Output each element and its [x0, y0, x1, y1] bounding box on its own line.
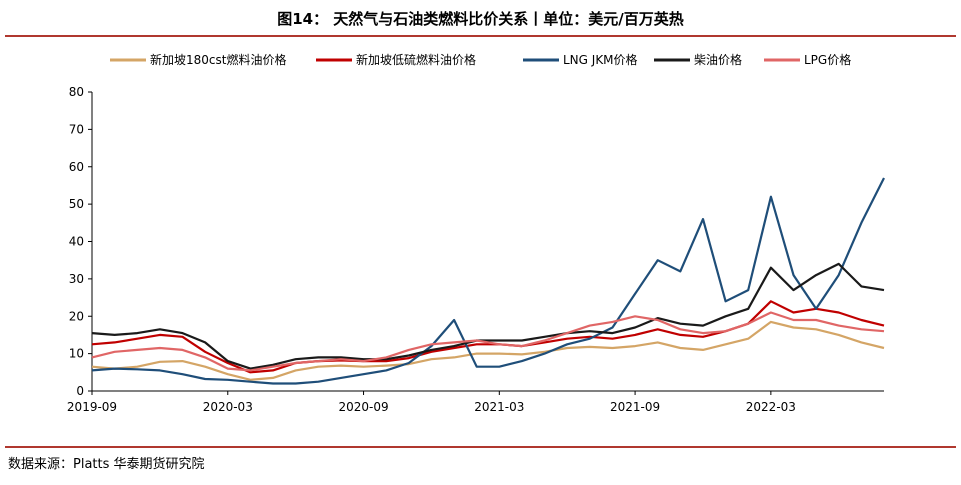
y-tick-label: 80	[69, 85, 84, 99]
y-tick-label: 40	[69, 235, 84, 249]
y-tick-label: 10	[69, 347, 84, 361]
chart-title: 图14： 天然气与石油类燃料比价关系丨单位：美元/百万英热	[277, 10, 684, 28]
series-line-2	[91, 300, 885, 374]
series-line-5	[91, 311, 885, 372]
source-note: 数据来源：Platts 华泰期货研究院	[8, 457, 205, 472]
series-line-1	[91, 320, 885, 381]
legend-label-4: 柴油价格	[694, 52, 742, 67]
y-tick-label: 60	[69, 160, 84, 174]
top-rule	[5, 35, 956, 37]
x-tick-label: 2020-09	[338, 400, 388, 414]
title-bar: 图14： 天然气与石油类燃料比价关系丨单位：美元/百万英热	[0, 0, 961, 34]
series-line-3	[91, 177, 885, 385]
y-tick-label: 30	[69, 272, 84, 286]
y-tick-label: 0	[76, 384, 84, 398]
x-tick-label: 2019-09	[67, 400, 117, 414]
legend: 新加坡180cst燃料油价格 新加坡低硫燃料油价格 LNG JKM价格 柴油价格 LPG…	[110, 52, 851, 67]
x-tick-label: 2021-09	[610, 400, 660, 414]
bottom-rule	[5, 446, 956, 448]
y-tick-label: 70	[69, 122, 84, 136]
series-lines	[91, 177, 885, 385]
legend-label-1: 新加坡180cst燃料油价格	[150, 52, 286, 67]
legend-label-3: LNG JKM价格	[563, 52, 638, 67]
x-tick-label: 2020-03	[203, 400, 253, 414]
series-line-4	[91, 262, 885, 370]
legend-label-2: 新加坡低硫燃料油价格	[356, 52, 476, 67]
axes: 0 10 20 30 40 50 60 70 80 2019-09 2020-03 2020-09 20…	[67, 85, 884, 414]
x-tick-label: 2021-03	[474, 400, 524, 414]
legend-label-5: LPG价格	[804, 52, 851, 67]
y-tick-label: 20	[69, 309, 84, 323]
x-tick-label: 2022-03	[746, 400, 796, 414]
y-tick-label: 50	[69, 197, 84, 211]
